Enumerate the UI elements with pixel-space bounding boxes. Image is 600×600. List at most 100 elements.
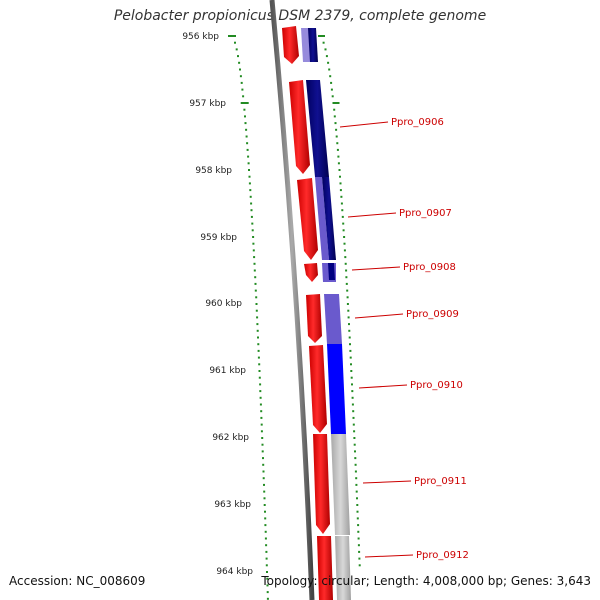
tick-label: 963 kbp [214,500,251,510]
gene-label[interactable]: Ppro_0906 [391,117,444,128]
ruler-dot [351,396,354,399]
ruler-dot [265,564,268,567]
ruler-dot [240,102,249,104]
gene-label[interactable]: Ppro_0912 [416,550,469,561]
ruler-dot [346,296,349,299]
gene-label[interactable]: Ppro_0909 [406,309,459,320]
ruler-dot [239,68,241,71]
ruler-dot [259,396,262,399]
ruler-dot [350,370,353,372]
ruler-dot [235,48,238,51]
ruler-dot [238,61,241,64]
ruler-dot [240,81,243,84]
ruler-dot [257,349,260,352]
cog-block[interactable] [315,177,329,260]
gene-arrow[interactable] [313,434,330,534]
gene-arrow[interactable] [282,26,299,64]
tick-label: 959 kbp [200,233,237,243]
ruler-dot [358,550,361,553]
ruler-dot [343,242,346,245]
cog-block[interactable] [324,294,342,344]
ruler-dot [255,303,258,305]
ruler-dot [266,577,269,580]
ruler-dot [264,530,267,533]
right-ruler [318,35,361,567]
ruler-dot [260,430,263,433]
ruler-dot [257,356,260,359]
cog-block[interactable] [335,536,351,600]
ruler-dot [256,323,259,326]
gene-label[interactable]: Ppro_0910 [410,380,463,391]
ruler-dot [259,383,262,386]
ruler-dot [248,175,251,178]
gene-label[interactable]: Ppro_0907 [399,208,452,219]
gene-arrow[interactable] [297,178,318,260]
ruler-dot [252,236,255,238]
ruler-dot [337,162,340,165]
genome-backbone [269,0,315,600]
ruler-dot [318,35,325,37]
cog-block[interactable] [328,263,335,280]
ruler-dot [250,209,253,212]
gene-label[interactable]: Ppro_0911 [414,476,467,487]
leader-line [362,480,412,484]
ruler-dot [247,155,250,158]
ruler-dot [253,256,256,259]
ruler-dot [357,537,360,540]
ruler-dot [262,457,264,460]
ruler-dot [327,61,330,64]
cog-block[interactable] [322,177,336,260]
ruler-dot [266,571,268,573]
ruler-dot [257,336,259,339]
ruler-dot [341,215,344,218]
ruler-dot [355,483,358,486]
ruler-dot [234,41,236,44]
gene-arrow[interactable] [317,536,333,600]
map-title: Pelobacter propionicus DSM 2379, complet… [113,8,487,24]
ruler-dot [264,537,267,540]
topology-text: Topology: circular; Length: 4,008,000 bp… [261,574,591,588]
ruler-dot [328,68,331,71]
ruler-dot [246,142,249,145]
ruler-dot [260,416,263,419]
ruler-dot [260,423,263,426]
ruler-dot [257,343,260,346]
ruler-dot [358,564,361,567]
ruler-dot [354,450,356,453]
ruler-dot [244,122,247,125]
ruler-dot [250,215,253,218]
ruler-dot [344,262,347,265]
gene-label[interactable]: Ppro_0908 [403,262,456,273]
gene-arrow[interactable] [309,345,327,433]
ruler-dot [346,303,349,305]
ruler-dot [250,202,253,205]
gene-arrow[interactable] [304,263,318,282]
gene-arrow[interactable] [306,294,322,343]
cog-block[interactable] [331,434,350,535]
ruler-dot [266,584,269,587]
cog-block[interactable] [306,80,329,177]
leader-line [339,121,389,128]
ruler-dot [265,557,268,560]
leader-line [347,212,397,218]
tick-label: 964 kbp [216,567,253,577]
ruler-dot [354,463,357,466]
ruler-dot [337,155,340,158]
ruler-dot [262,477,265,480]
ruler-dot [331,95,334,98]
ruler-dot [350,363,352,366]
accession-text: Accession: NC_008609 [9,574,146,588]
ruler-dot [356,497,358,500]
cog-block[interactable] [327,344,346,434]
ruler-dot [264,517,267,520]
cog-block[interactable] [308,28,318,62]
ruler-dot [341,209,344,212]
ruler-dot [351,403,354,406]
gene-labels: Ppro_0906 Ppro_0907 Ppro_0908 Ppro_0909 … [391,117,469,561]
ruler-dot [258,370,261,372]
gene-arrow[interactable] [289,80,310,174]
ruler-dot [255,296,258,299]
ruler-dot [252,249,255,252]
ruler-dot [253,262,256,265]
